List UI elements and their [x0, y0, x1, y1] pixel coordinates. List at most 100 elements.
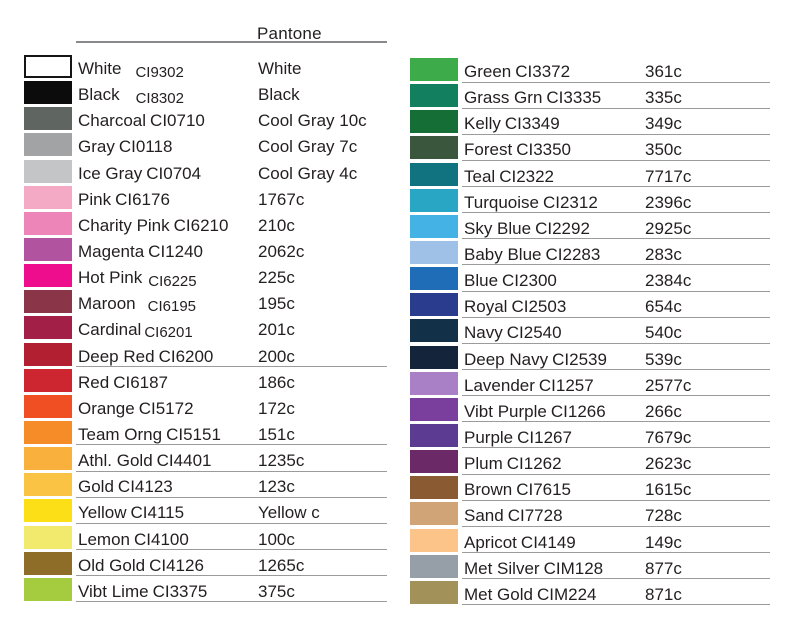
color-label: Forest CI3350 — [464, 138, 571, 161]
ci-code: CI6187 — [113, 372, 169, 392]
ci-code: CI6176 — [115, 189, 170, 209]
ci-code: CI2503 — [511, 297, 567, 317]
color-name: Vibt Purple — [464, 401, 547, 421]
color-label: Baby Blue CI2283 — [464, 243, 600, 266]
pantone-code: 210c — [258, 215, 295, 235]
row-rule — [462, 212, 770, 214]
color-swatch — [24, 420, 72, 444]
color-name: Maroon — [78, 294, 136, 314]
pantone-code: 375c — [258, 581, 295, 601]
color-swatch — [410, 423, 458, 447]
color-swatch — [24, 133, 72, 157]
color-swatch — [24, 211, 72, 235]
pantone-code: 349c — [645, 114, 682, 134]
color-name: Magenta — [78, 241, 145, 261]
row-rule — [462, 421, 770, 423]
color-row: Lemon CI4100 100c — [0, 525, 800, 553]
color-swatch — [410, 267, 458, 291]
row-rule — [462, 264, 770, 266]
pantone-code: Cool Gray 7c — [258, 137, 358, 157]
color-label: Athl. Gold CI4401 — [78, 449, 211, 472]
color-label: Team Orng CI5151 — [78, 423, 221, 446]
ci-code: CI1257 — [538, 375, 594, 395]
color-name: Sand — [464, 506, 504, 526]
color-swatch — [24, 237, 72, 261]
color-name: Yellow — [78, 503, 127, 523]
pantone-code: 201c — [258, 320, 295, 340]
color-label: Royal CI2503 — [464, 295, 566, 318]
pantone-code: 877c — [645, 558, 682, 578]
color-swatch — [410, 450, 458, 474]
color-row: Vibt Purple CI1266 266c — [0, 397, 800, 425]
ci-code: CI6201 — [144, 324, 193, 342]
ci-code: CI1262 — [506, 454, 562, 474]
pantone-code: Cool Gray 10c — [258, 111, 367, 131]
color-row: Old Gold CI4126 1265c — [0, 551, 800, 579]
ci-code: CIM224 — [536, 584, 597, 604]
row-rule — [462, 525, 770, 527]
color-swatch — [24, 185, 72, 209]
color-name: Blue — [464, 271, 499, 291]
ci-code: CI3350 — [516, 140, 572, 160]
ci-code: CI2292 — [535, 218, 590, 238]
ci-code: CI7615 — [516, 480, 572, 500]
ci-code: CI0704 — [146, 163, 202, 183]
ci-code: CI0710 — [150, 111, 205, 131]
color-name: Plum — [464, 454, 503, 474]
color-swatch — [410, 397, 458, 421]
color-label: Grass Grn CI3335 — [464, 86, 601, 109]
pantone-code: 540c — [645, 323, 682, 343]
color-row: Orange CI5172 172c — [0, 394, 800, 422]
color-label: Navy CI2540 — [464, 321, 562, 344]
ci-code: CI6195 — [147, 298, 197, 316]
color-swatch — [410, 371, 458, 395]
color-swatch — [410, 240, 458, 264]
color-row: Royal CI2503 654c — [0, 293, 800, 320]
header-rule — [76, 41, 387, 43]
color-name: Met Silver — [464, 558, 540, 578]
color-swatch — [410, 214, 458, 238]
color-name: Cardinal — [78, 320, 142, 340]
color-row: Sand CI7728 728c — [0, 502, 800, 529]
color-label: Lemon CI4100 — [78, 528, 189, 551]
color-row: Plum CI1262 2623c — [0, 450, 800, 477]
color-swatch — [410, 162, 458, 186]
row-rule — [76, 470, 387, 472]
row-rule — [462, 578, 770, 580]
color-label: Plum CI1262 — [464, 452, 562, 475]
color-name: Navy — [464, 323, 503, 343]
color-row: Team Orng CI5151 151c — [0, 420, 800, 448]
color-swatch — [24, 290, 72, 314]
pantone-code: 1235c — [258, 451, 305, 471]
row-rule — [76, 549, 387, 551]
color-name: Deep Navy — [464, 349, 549, 369]
color-label: Apricot CI4149 — [464, 531, 576, 554]
color-swatch — [24, 447, 72, 471]
color-label: Ice Gray CI0704 — [78, 162, 201, 185]
pantone-code: 1615c — [645, 480, 692, 500]
pantone-code: 283c — [645, 244, 682, 264]
ci-code: CI3375 — [152, 581, 208, 601]
ci-code: CI2322 — [499, 166, 555, 186]
pantone-code: 2925c — [645, 218, 692, 238]
color-name: Turquoise — [464, 192, 539, 212]
color-name: Gold — [78, 477, 114, 497]
color-name: Orange — [78, 398, 135, 418]
row-rule — [462, 395, 770, 397]
color-name: Lemon — [78, 529, 130, 549]
pantone-code: 350c — [645, 140, 682, 160]
color-label: Vibt Lime CI3375 — [78, 580, 207, 603]
ci-code: CIM128 — [543, 558, 604, 578]
color-swatch — [24, 316, 72, 340]
color-swatch — [24, 473, 72, 497]
color-label: Deep Red CI6200 — [78, 345, 213, 368]
color-row: Navy CI2540 540c — [0, 319, 800, 346]
row-rule — [76, 575, 387, 577]
pantone-code: 539c — [645, 349, 682, 369]
color-row: Magenta CI1240 2062c — [0, 237, 800, 265]
color-name: Brown — [464, 480, 513, 500]
color-row: Deep Red CI6200 200c — [0, 342, 800, 370]
row-rule — [462, 447, 770, 449]
row-rule — [462, 369, 770, 371]
color-label: Gold CI4123 — [78, 475, 173, 498]
